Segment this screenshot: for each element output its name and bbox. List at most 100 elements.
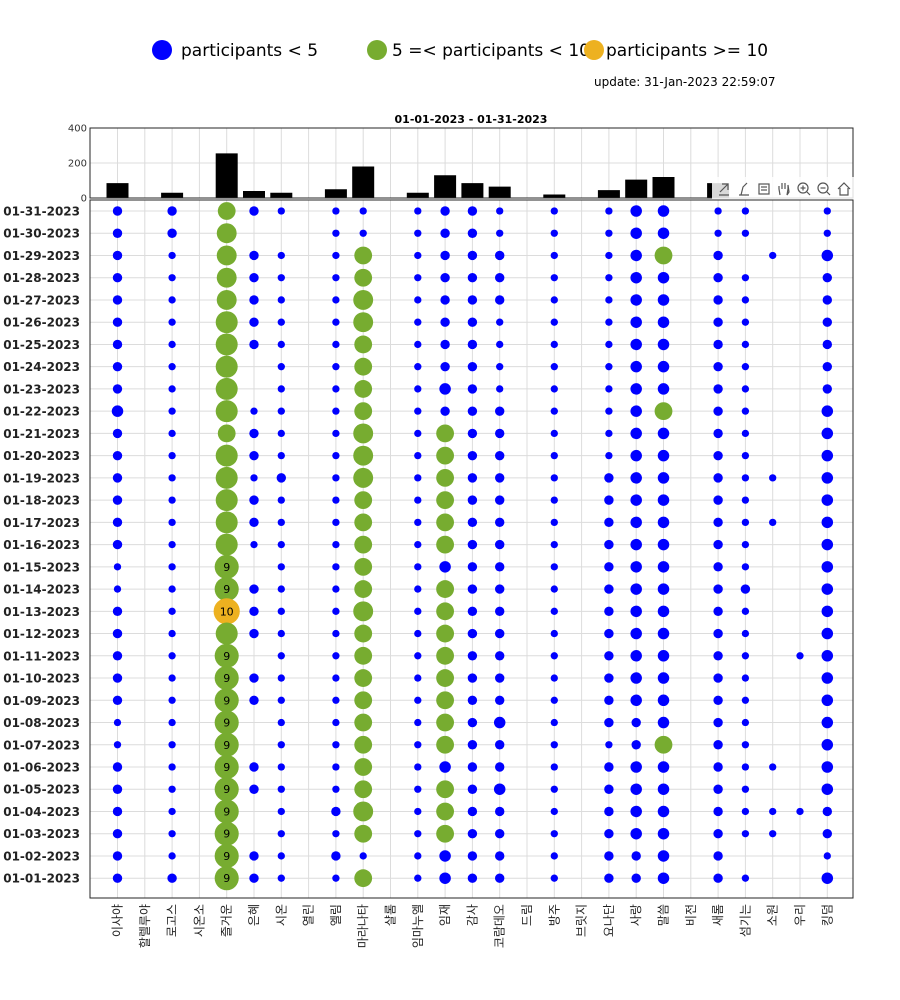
bubble-count-label: 10 [220,605,234,618]
bubble-point [630,360,642,373]
bubble-point [467,806,478,817]
bubble-point [467,562,478,572]
bubble-point [112,539,123,550]
zoom-in-icon[interactable] [797,182,811,196]
bubble-point [605,741,613,749]
bubble-point [249,762,259,772]
bubble-point [550,518,558,527]
bubble-point [215,489,238,512]
bubble-point [604,473,614,483]
bubble-point [168,785,176,793]
bubble-point [495,539,505,550]
legend-label-mid: 5 =< participants < 10 [392,41,590,61]
date-tick-label: 01-06-2023 [3,761,80,775]
bubble-point [495,806,505,817]
bubble-point [713,562,723,572]
bubble-point [332,607,340,615]
bubble-point [414,718,422,727]
bubble-point [111,405,124,417]
bubble-point [277,207,285,215]
bubble-point [467,206,478,216]
bar-방주 [543,194,566,198]
bubble-point [605,207,613,215]
bubble-point [277,274,285,282]
date-tick-label: 01-01-2023 [3,872,80,886]
bubble-point [332,674,340,682]
bubble-point [414,363,422,371]
date-tick-label: 01-18-2023 [3,494,80,508]
bubble-point [214,866,239,891]
bubble-point [821,627,834,640]
bubble-point [605,407,613,415]
bubble-point [332,363,340,371]
bar-은혜 [243,191,265,198]
bubble-point [168,340,176,349]
bubble-point [440,273,450,283]
bubble-point [112,295,123,305]
bubble-point [630,449,642,462]
bubble-point [436,624,454,643]
bubble-point [332,229,340,237]
bubble-point [550,274,558,282]
home-icon[interactable] [837,182,851,196]
bubble-point [168,563,176,571]
bubble-point [657,605,670,618]
category-tick-label: 시온 [274,904,288,926]
bubble-point [630,294,642,306]
category-tick-label: 시온소 [192,904,206,937]
date-tick-label: 01-16-2023 [3,538,80,552]
date-tick-label: 01-24-2023 [3,360,80,374]
bubble-point [604,539,614,550]
bubble-point [769,251,777,260]
bubble-point [657,850,670,862]
bubble-point [354,335,373,354]
export-icon[interactable] [719,183,729,196]
bubble-point [112,628,123,639]
brush-icon[interactable] [739,182,749,196]
date-tick-label: 01-22-2023 [3,405,80,419]
bubble-point [604,762,614,772]
bubble-point [213,598,240,625]
bubble-point [741,674,750,682]
bubble-point [821,694,834,707]
bubble-point [495,273,505,283]
category-tick-label: 소원 [766,904,780,926]
bubble-point [769,518,777,527]
bubble-point [630,694,642,707]
bubble-point [604,851,614,861]
bar-코람데오 [488,186,511,198]
bubble-point [630,561,642,573]
bubble-point [741,629,750,638]
bubble-point [467,829,478,839]
bubble-point [495,829,505,839]
bubble-point [713,473,723,483]
bubble-point [277,496,285,504]
bubble-point [605,274,613,282]
bubble-point [168,718,176,727]
bubble-point [168,763,176,771]
bubble-point [605,451,613,460]
bubble-point [414,785,422,793]
bubble-point [821,672,834,684]
bubble-point [605,385,613,393]
bubble-point [249,851,259,861]
bubble-point [630,827,642,840]
bubble-point [249,273,259,283]
bubble-point [467,695,478,705]
bubble-point [277,540,285,549]
bubble-point [440,406,450,416]
bubble-point [277,607,285,615]
pan-icon[interactable] [778,183,790,196]
bubble-point [654,402,673,421]
data-tips-icon[interactable] [758,183,770,195]
bubble-point [249,628,259,639]
bubble-point [436,535,454,554]
date-tick-label: 01-03-2023 [3,827,80,841]
bubble-point [550,251,558,260]
bubble-point [215,377,238,400]
bubble-point [550,607,558,615]
bubble-point [821,783,834,795]
bubble-point [354,402,373,421]
zoom-out-icon[interactable] [817,182,831,196]
bubble-point [414,852,422,860]
